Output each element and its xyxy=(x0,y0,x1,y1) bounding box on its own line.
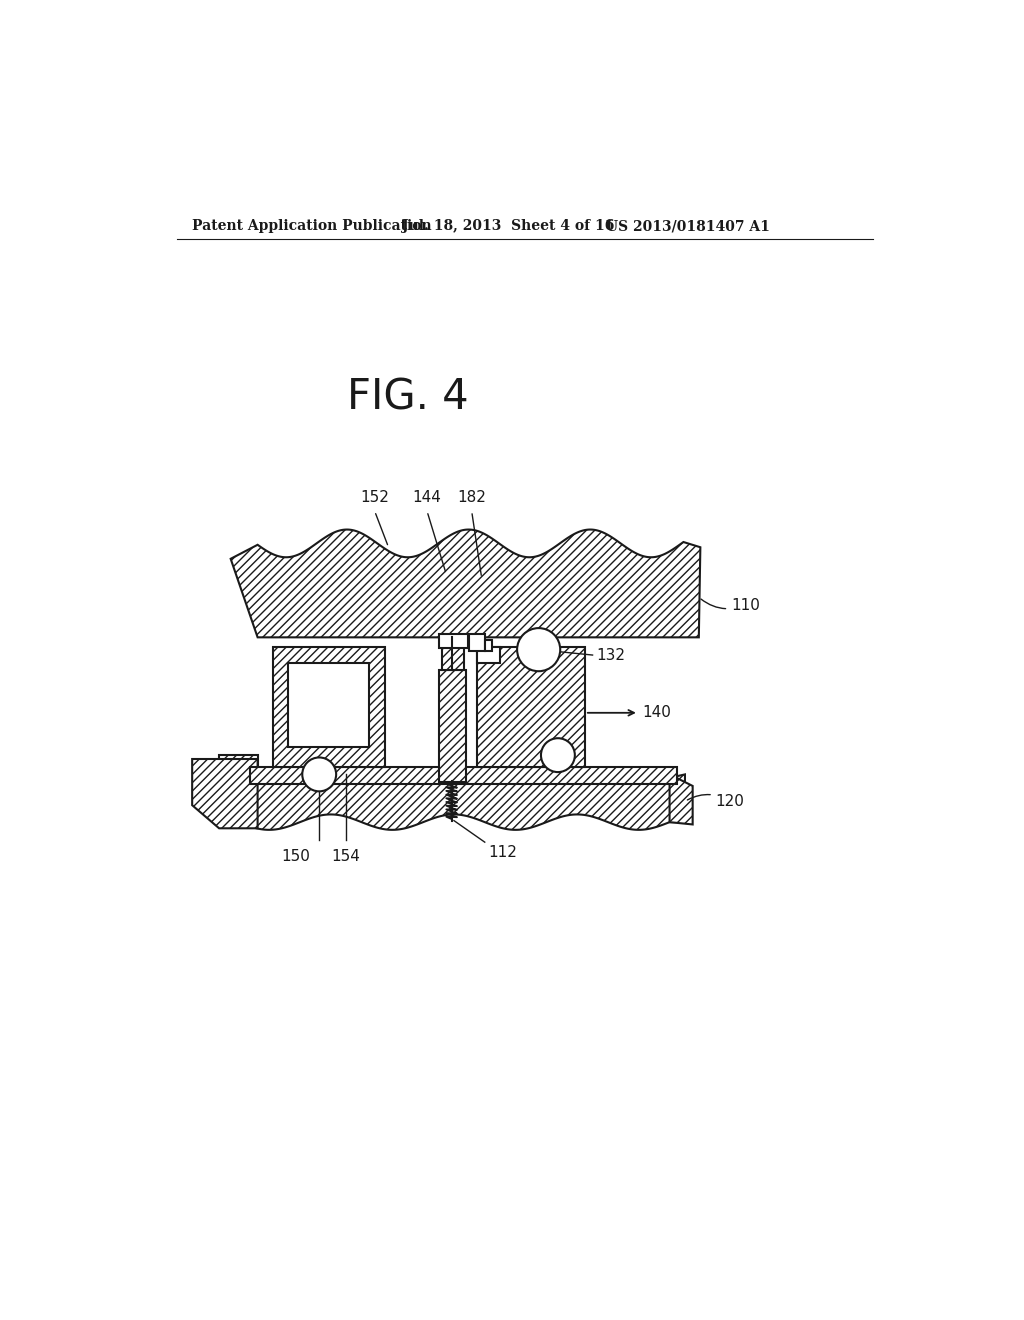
Polygon shape xyxy=(230,529,700,638)
Text: Jul. 18, 2013  Sheet 4 of 16: Jul. 18, 2013 Sheet 4 of 16 xyxy=(401,219,614,234)
Circle shape xyxy=(517,628,560,671)
Bar xyxy=(469,635,484,651)
Bar xyxy=(273,647,385,767)
Circle shape xyxy=(302,758,336,791)
Polygon shape xyxy=(193,759,258,829)
Bar xyxy=(442,647,464,671)
Text: 144: 144 xyxy=(413,490,441,506)
Bar xyxy=(438,635,468,648)
Text: 120: 120 xyxy=(687,793,744,809)
Text: 182: 182 xyxy=(458,490,486,506)
Text: 140: 140 xyxy=(643,705,672,721)
Bar xyxy=(438,671,466,781)
Bar xyxy=(477,647,585,767)
Text: 132: 132 xyxy=(596,648,626,663)
Bar xyxy=(289,663,370,747)
Circle shape xyxy=(541,738,574,772)
Text: 152: 152 xyxy=(360,490,389,506)
Bar xyxy=(477,647,500,663)
Text: FIG. 4: FIG. 4 xyxy=(347,376,469,418)
Polygon shape xyxy=(219,774,685,830)
Text: 154: 154 xyxy=(332,849,360,865)
Bar xyxy=(250,767,677,784)
Text: US 2013/0181407 A1: US 2013/0181407 A1 xyxy=(606,219,770,234)
Bar xyxy=(219,755,258,775)
Text: 150: 150 xyxy=(282,849,310,865)
Bar xyxy=(484,640,493,651)
Text: 112: 112 xyxy=(488,845,517,861)
Text: 110: 110 xyxy=(701,598,760,612)
Text: Patent Application Publication: Patent Application Publication xyxy=(193,219,432,234)
Polygon shape xyxy=(670,775,692,825)
